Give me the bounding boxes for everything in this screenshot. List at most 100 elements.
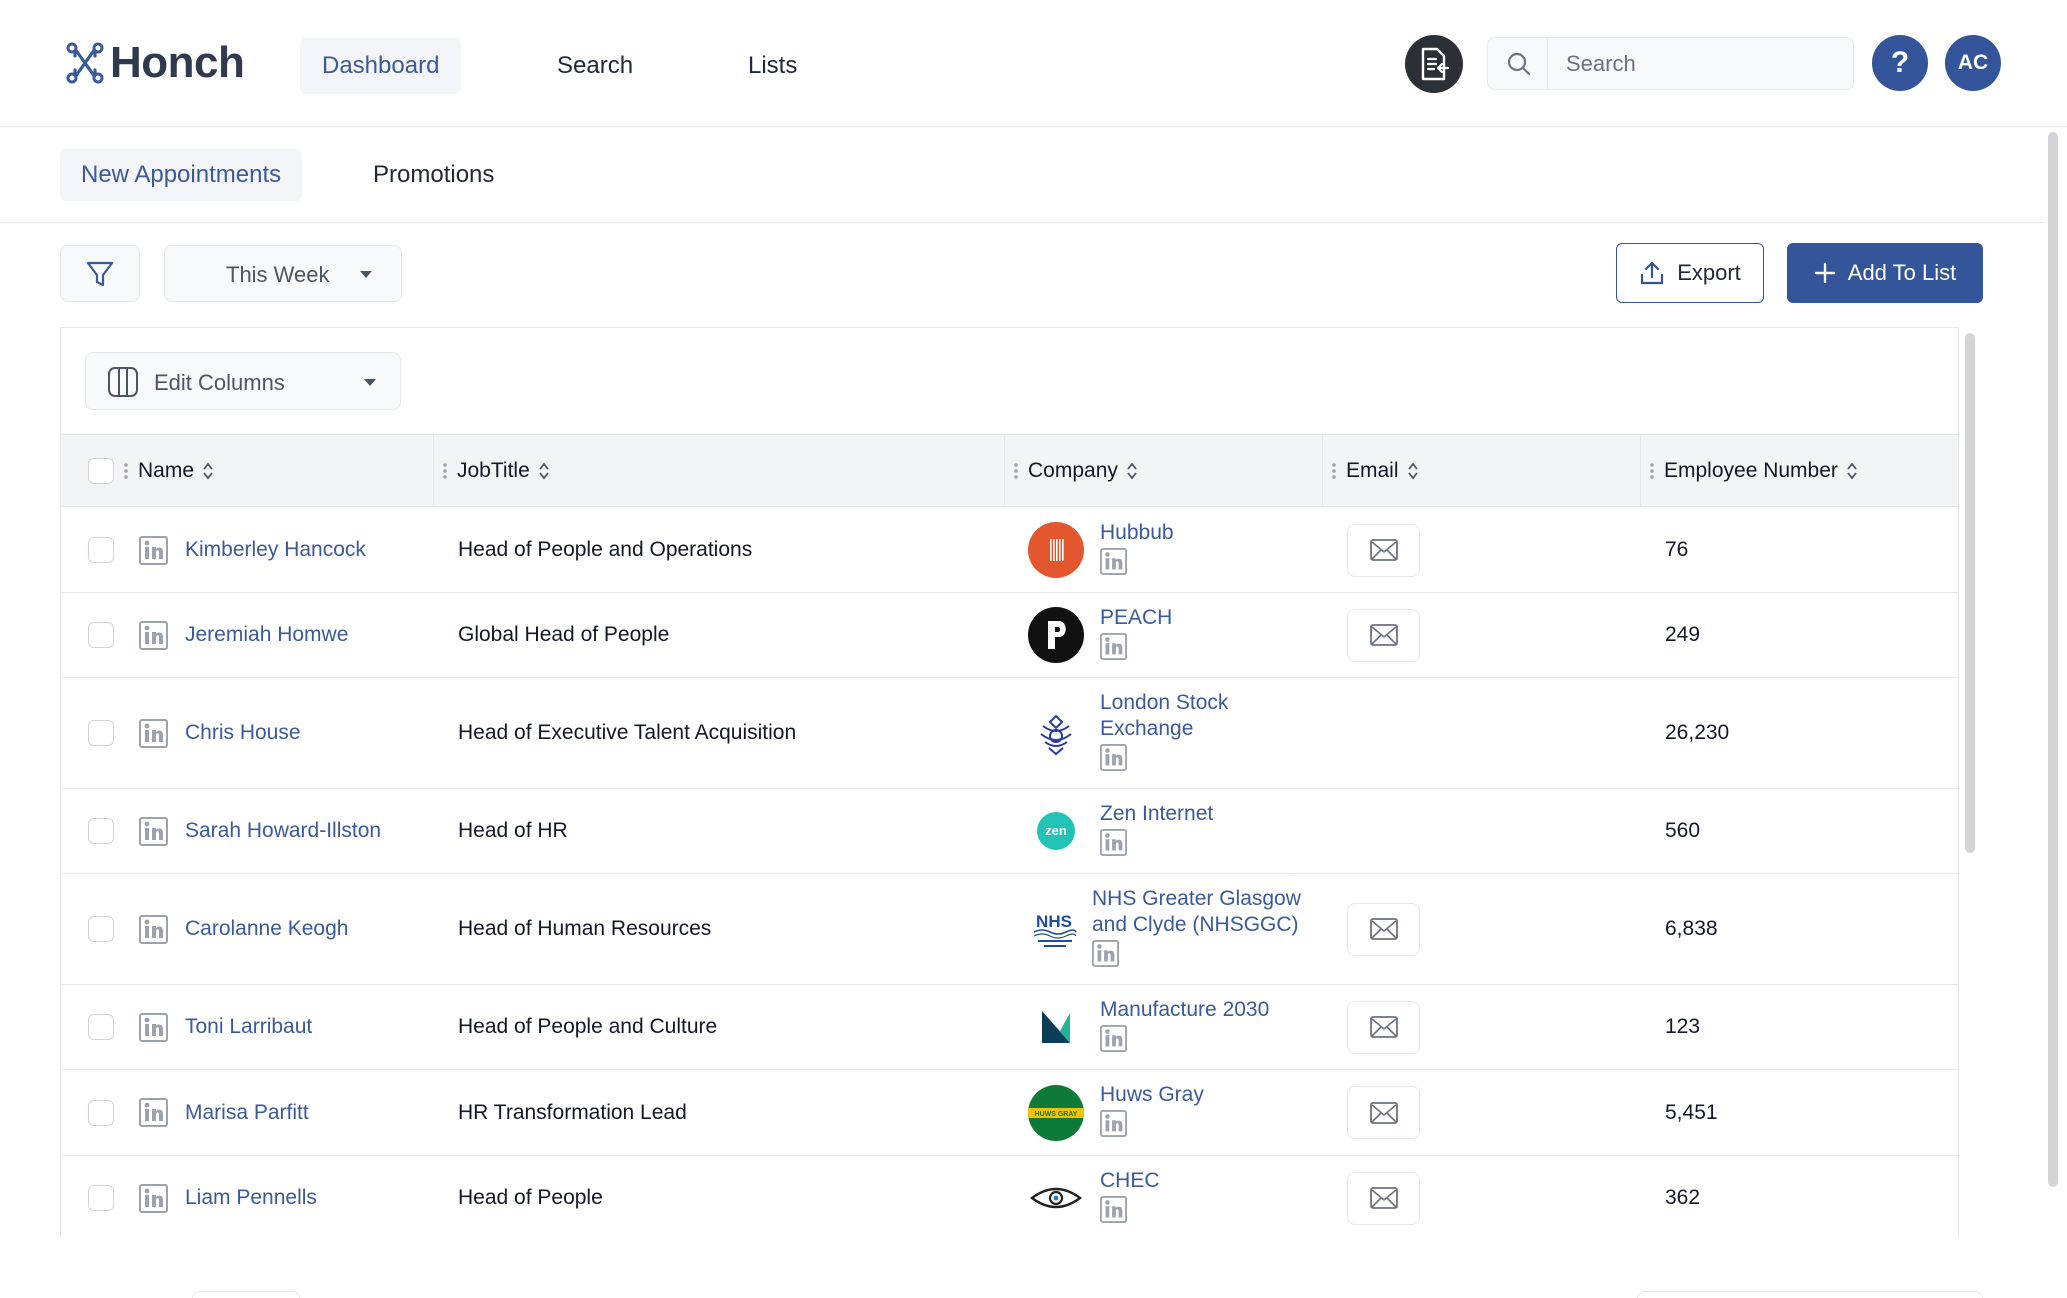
person-name-link[interactable]: Kimberley Hancock <box>185 538 366 561</box>
row-checkbox-cell <box>88 508 114 592</box>
company-linkedin-icon[interactable] <box>1100 1110 1127 1137</box>
column-header-jobtitle[interactable]: JobTitle <box>433 435 1004 507</box>
global-search[interactable] <box>1487 37 1854 90</box>
table-row[interactable]: Marisa Parfitt HR Transformation Lead HUWS… <box>61 1070 1958 1156</box>
company-linkedin-icon[interactable] <box>1100 743 1127 771</box>
add-to-list-button[interactable]: Add To List <box>1787 243 1983 303</box>
person-name-link[interactable]: Marisa Parfitt <box>185 1100 309 1124</box>
company-name-link[interactable]: Zen Internet <box>1100 801 1214 825</box>
person-linkedin-icon[interactable] <box>139 1012 168 1042</box>
period-select[interactable]: This Week <box>164 245 402 302</box>
nav-dashboard[interactable]: Dashboard <box>300 38 462 94</box>
job-title: Head of HR <box>458 819 568 842</box>
row-checkbox-cell <box>88 789 114 873</box>
row-checkbox[interactable] <box>88 537 114 563</box>
company-name-link[interactable]: Manufacture 2030 <box>1100 997 1270 1021</box>
person-linkedin-cell <box>139 874 168 984</box>
email-button[interactable] <box>1347 523 1420 577</box>
email-button[interactable] <box>1347 1171 1420 1225</box>
person-name-link[interactable]: Jeremiah Homwe <box>185 623 349 646</box>
sort-icon[interactable] <box>538 461 550 481</box>
email-button[interactable] <box>1347 1086 1420 1139</box>
person-linkedin-icon[interactable] <box>139 535 168 565</box>
company-name-link[interactable]: CHEC <box>1100 1168 1160 1192</box>
person-linkedin-icon[interactable] <box>139 816 168 846</box>
filter-button[interactable] <box>60 245 140 302</box>
row-checkbox[interactable] <box>88 622 114 648</box>
company-name-link[interactable]: London Stock Exchange <box>1100 690 1229 740</box>
sort-icon[interactable] <box>1846 461 1858 481</box>
table-row[interactable]: Carolanne Keogh Head of Human Resources NH… <box>61 874 1958 985</box>
table-row[interactable]: Jeremiah Homwe Global Head of People PEACH… <box>61 593 1958 678</box>
help-button[interactable]: ? <box>1872 35 1928 91</box>
person-name-link[interactable]: Toni Larribaut <box>185 1015 313 1038</box>
column-header-email[interactable]: Email <box>1322 435 1640 507</box>
sort-icon[interactable] <box>1126 461 1138 481</box>
person-linkedin-icon[interactable] <box>139 914 168 944</box>
tab-promotions[interactable]: Promotions <box>373 161 495 188</box>
jobtitle-cell: Head of People and Culture <box>458 985 717 1069</box>
company-linkedin-icon[interactable] <box>1092 939 1119 967</box>
row-checkbox[interactable] <box>88 818 114 844</box>
row-checkbox[interactable] <box>88 720 114 746</box>
column-header-name[interactable]: Name <box>88 435 494 507</box>
person-name-link[interactable]: Sarah Howard-Illston <box>185 819 382 842</box>
envelope-icon <box>1369 539 1398 561</box>
brand-logo[interactable]: Honch <box>66 38 245 88</box>
company-name-link[interactable]: Huws Gray <box>1100 1083 1204 1106</box>
company-info: NHS Greater Glasgow and Clyde (NHSGGC) <box>1092 886 1302 973</box>
email-button[interactable] <box>1347 608 1420 662</box>
company-linkedin-icon[interactable] <box>1100 547 1127 575</box>
person-linkedin-icon[interactable] <box>139 620 168 650</box>
company-linkedin-icon[interactable] <box>1100 828 1127 856</box>
tab-new-appointments[interactable]: New Appointments <box>60 149 303 201</box>
document-button[interactable] <box>1405 35 1463 93</box>
company-name-link[interactable]: PEACH <box>1100 605 1173 629</box>
drag-handle-icon[interactable] <box>443 462 447 480</box>
email-button[interactable] <box>1347 902 1420 956</box>
nav-lists[interactable]: Lists <box>748 52 798 79</box>
row-checkbox[interactable] <box>88 1099 114 1126</box>
page-scrollbar[interactable] <box>2048 132 2058 1187</box>
column-header-employee-number[interactable]: Employee Number <box>1640 435 1958 507</box>
peach-logo <box>1028 607 1084 663</box>
row-checkbox[interactable] <box>88 916 114 942</box>
drag-handle-icon[interactable] <box>1014 462 1018 480</box>
company-name-link[interactable]: Hubbub <box>1100 520 1174 544</box>
email-button[interactable] <box>1347 1000 1420 1054</box>
person-name-link[interactable]: Liam Pennells <box>185 1186 317 1209</box>
person-name-link[interactable]: Chris House <box>185 721 301 744</box>
company-name-link[interactable]: NHS Greater Glasgow and Clyde (NHSGGC) <box>1092 886 1301 936</box>
drag-handle-icon[interactable] <box>124 462 128 480</box>
search-input[interactable] <box>1566 48 1836 80</box>
employee-number: 560 <box>1665 819 1701 842</box>
table-row[interactable]: Sarah Howard-Illston Head of HR zen Zen Int… <box>61 789 1958 874</box>
table-row[interactable]: Toni Larribaut Head of People and Culture… <box>61 985 1958 1070</box>
company-linkedin-icon[interactable] <box>1100 1195 1127 1223</box>
drag-handle-icon[interactable] <box>1650 462 1654 480</box>
person-linkedin-icon[interactable] <box>139 1183 168 1213</box>
table-row[interactable]: Kimberley Hancock Head of People and Oper… <box>61 508 1958 593</box>
sort-icon[interactable] <box>1407 461 1419 481</box>
company-linkedin-icon[interactable] <box>1100 632 1127 660</box>
subtabs-bar: New Appointments Promotions <box>0 127 2045 223</box>
column-header-company[interactable]: Company <box>1004 435 1322 507</box>
sort-icon[interactable] <box>202 461 214 481</box>
edit-columns-button[interactable]: Edit Columns <box>85 352 401 410</box>
table-row[interactable]: Liam Pennells Head of People CHEC 362 <box>61 1156 1958 1237</box>
user-avatar[interactable]: AC <box>1945 35 2001 91</box>
table-row[interactable]: Chris House Head of Executive Talent Acqu… <box>61 678 1958 789</box>
export-button[interactable]: Export <box>1616 243 1764 303</box>
job-title: Head of People and Culture <box>458 1015 718 1038</box>
table-scrollbar[interactable] <box>1965 333 1975 853</box>
nav-search[interactable]: Search <box>557 52 634 79</box>
company-cell: HUWS GRAY Huws Gray <box>1028 1070 1310 1155</box>
row-checkbox[interactable] <box>88 1185 114 1211</box>
person-linkedin-icon[interactable] <box>139 718 168 748</box>
person-name-link[interactable]: Carolanne Keogh <box>185 917 349 940</box>
person-linkedin-icon[interactable] <box>139 1098 168 1127</box>
company-linkedin-icon[interactable] <box>1100 1024 1127 1052</box>
select-all-checkbox[interactable] <box>88 458 114 484</box>
row-checkbox[interactable] <box>88 1014 114 1040</box>
drag-handle-icon[interactable] <box>1332 462 1336 480</box>
